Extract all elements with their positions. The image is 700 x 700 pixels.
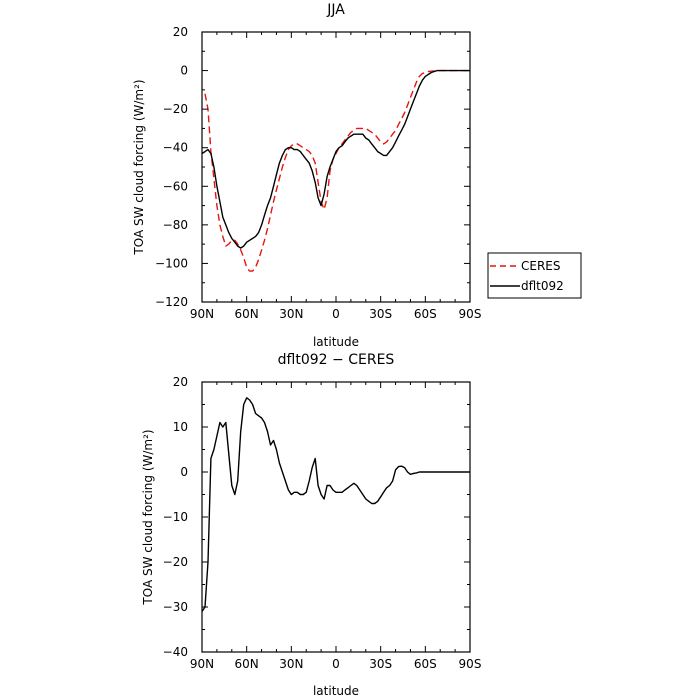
legend: CERES dflt092 <box>487 252 582 299</box>
x-axis-label-top: latitude <box>313 335 359 349</box>
y-tick-label: −20 <box>163 555 188 569</box>
series-line-diff-0 <box>201 397 470 612</box>
series-line-dflt092 <box>201 69 470 249</box>
y-tick-label: −100 <box>155 256 188 270</box>
y-tick-label: −60 <box>163 179 188 193</box>
y-tick-label: −40 <box>163 645 188 659</box>
y-tick-label: −20 <box>163 102 188 116</box>
x-tick-label: 0 <box>332 307 340 321</box>
x-tick-label: 0 <box>332 657 340 671</box>
x-tick-label: 90S <box>459 307 482 321</box>
x-tick-label: 60S <box>414 657 437 671</box>
legend-label-ceres: CERES <box>521 259 561 273</box>
x-tick-label: 30N <box>279 657 303 671</box>
x-axis-label-bottom: latitude <box>313 684 359 698</box>
x-tick-label: 30S <box>369 307 392 321</box>
chart-title-top: JJA <box>326 2 345 18</box>
y-tick-label: −40 <box>163 141 188 155</box>
series-line-ceres <box>204 69 470 272</box>
y-tick-label: 10 <box>173 420 188 434</box>
plot-frame-top <box>201 31 471 303</box>
chart-title-bottom: dflt092 − CERES <box>278 352 395 368</box>
y-tick-label: 0 <box>180 465 188 479</box>
y-axis-label-bottom: TOA SW cloud forcing (W/m²) <box>141 429 155 605</box>
panel-top: JJA 90N 60N 30N 0 30S 60S 90S −120 −100 −80 −60 −40… <box>132 2 582 349</box>
x-tick-label: 90N <box>190 307 214 321</box>
y-tick-label: 20 <box>173 375 188 389</box>
x-tick-label: 60N <box>235 307 259 321</box>
x-tick-label: 90N <box>190 657 214 671</box>
y-tick-label: −10 <box>163 510 188 524</box>
y-tick-label: −80 <box>163 218 188 232</box>
y-tick-label: −30 <box>163 600 188 614</box>
x-tick-label: 60N <box>235 657 259 671</box>
y-tick-label: 0 <box>180 64 188 78</box>
legend-label-dflt092: dflt092 <box>521 279 564 293</box>
x-tick-label: 30N <box>279 307 303 321</box>
y-tick-label: 20 <box>173 25 188 39</box>
legend-box <box>487 252 582 299</box>
x-tick-label: 60S <box>414 307 437 321</box>
y-axis-label-top: TOA SW cloud forcing (W/m²) <box>132 79 146 255</box>
y-tick-label: −120 <box>155 295 188 309</box>
x-tick-label: 30S <box>369 657 392 671</box>
panel-bottom: dflt092 − CERES 90N 60N 30N 0 30S 60S 90S −40 −3… <box>141 352 481 698</box>
x-tick-label: 90S <box>459 657 482 671</box>
